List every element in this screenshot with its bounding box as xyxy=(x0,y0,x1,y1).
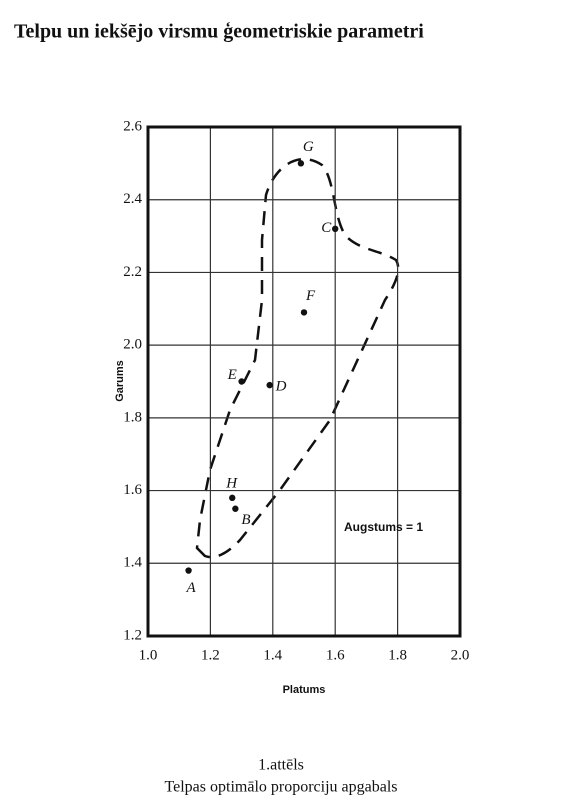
point-label: C xyxy=(321,220,332,236)
caption-number: 1.attēls xyxy=(258,757,304,774)
y-tick-label: 1.2 xyxy=(123,627,142,643)
y-tick-label: 2.0 xyxy=(123,337,142,353)
point xyxy=(229,494,236,502)
y-tick-label: 1.6 xyxy=(123,482,142,498)
x-tick-label: 2.0 xyxy=(451,647,470,663)
point xyxy=(297,160,305,167)
y-axis-label: Garums xyxy=(114,360,126,402)
annotation: Augstums = 1 xyxy=(344,520,423,534)
point-label: B xyxy=(241,512,250,528)
y-tick-label: 2.4 xyxy=(123,191,142,207)
point xyxy=(266,381,273,389)
point-label: H xyxy=(225,475,238,491)
point xyxy=(238,378,245,385)
region-outline xyxy=(195,157,400,559)
x-axis-label: Platums xyxy=(283,684,326,696)
plot-frame xyxy=(146,125,462,638)
x-tick-label: 1.4 xyxy=(263,647,282,663)
point xyxy=(232,505,239,512)
x-tick-label: 1.0 xyxy=(139,647,158,663)
x-tick-label: 1.6 xyxy=(326,647,345,663)
y-tick-label: 1.8 xyxy=(123,409,142,425)
caption-text: Telpas optimālo proporciju apgabals xyxy=(164,779,397,796)
point xyxy=(185,567,192,574)
point-label: F xyxy=(305,288,316,304)
y-tick-label: 1.4 xyxy=(123,555,142,571)
point-label: A xyxy=(186,580,197,596)
x-tick-label: 1.8 xyxy=(388,647,407,663)
y-tick-label: 2.2 xyxy=(123,264,142,280)
y-tick-label: 2.6 xyxy=(123,118,142,134)
point-label: D xyxy=(275,379,287,395)
page-title: Telpu un iekšējo virsmu ģeometriskie par… xyxy=(14,21,424,43)
point xyxy=(332,225,339,232)
point-label: G xyxy=(303,139,314,155)
point xyxy=(300,309,308,316)
x-tick-label: 1.2 xyxy=(201,647,220,663)
point-label: E xyxy=(227,367,237,383)
